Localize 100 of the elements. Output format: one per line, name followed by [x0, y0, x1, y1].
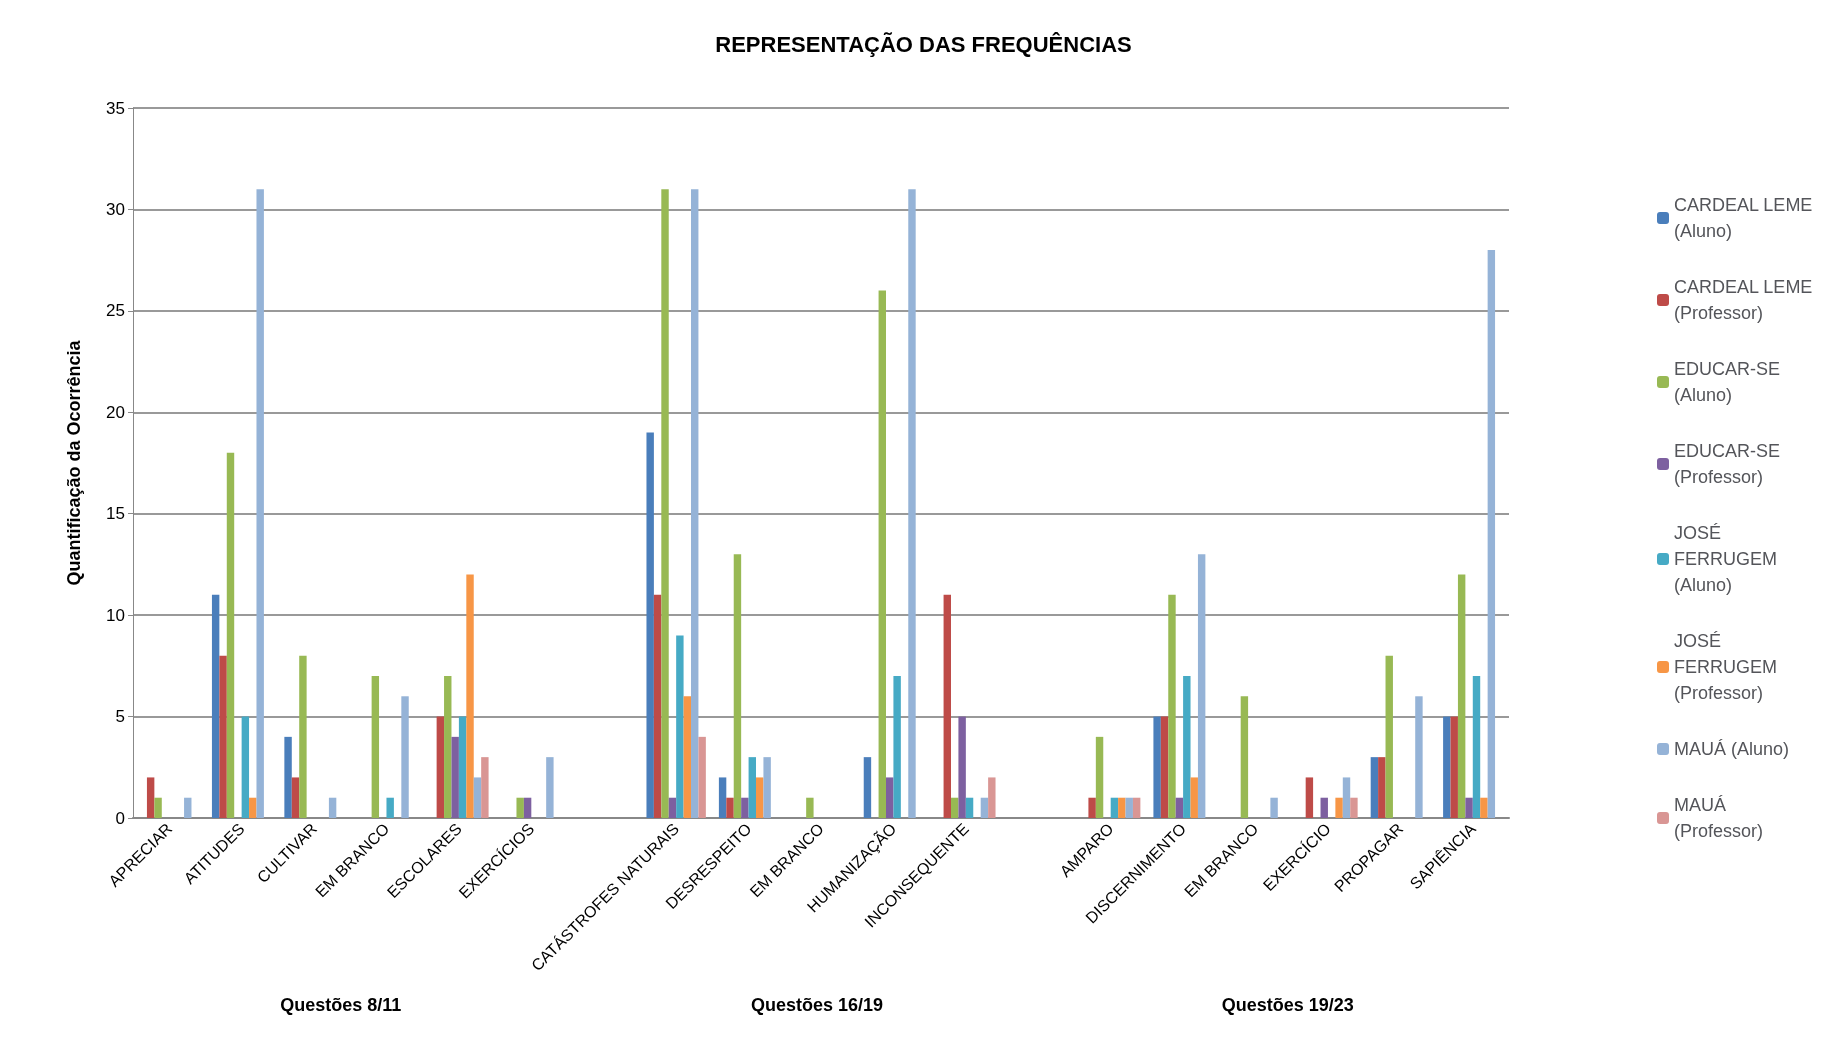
legend-label: EDUCAR-SE (Professor): [1674, 441, 1786, 487]
legend-label: JOSÉ FERRUGEM (Professor): [1674, 631, 1782, 703]
bar: [1342, 777, 1351, 818]
bar: [1450, 716, 1458, 818]
bar: [1168, 594, 1176, 818]
bar: [1088, 797, 1096, 818]
bar: [943, 594, 951, 818]
bar: [249, 797, 257, 818]
bar: [908, 189, 916, 818]
y-axis-title: Quantificação da Ocorrência: [64, 339, 84, 586]
bar: [444, 676, 452, 818]
bar: [1175, 797, 1184, 818]
legend-label: CARDEAL LEME (Professor): [1674, 277, 1818, 323]
bar: [863, 757, 872, 818]
bar: [451, 736, 459, 818]
bar: [661, 189, 669, 818]
bar: [1197, 554, 1206, 818]
bar: [146, 777, 155, 818]
bar: [988, 777, 996, 818]
bar: [698, 736, 706, 818]
y-tick-label: 35: [106, 98, 125, 118]
bar: [1370, 757, 1379, 818]
y-tick-label: 5: [115, 707, 125, 727]
bar: [1350, 797, 1358, 818]
bar: [756, 777, 764, 818]
bar: [1305, 777, 1314, 818]
y-tick-label: 15: [106, 504, 125, 524]
legend-label: EDUCAR-SE (Aluno): [1674, 359, 1786, 405]
bar: [1457, 574, 1466, 818]
bar: [1183, 676, 1191, 818]
bar: [691, 189, 699, 818]
bar: [878, 290, 886, 818]
bar: [1465, 797, 1473, 818]
y-tick-label: 30: [106, 199, 125, 219]
bar: [328, 797, 337, 818]
bar: [726, 797, 734, 818]
bar: [436, 716, 445, 818]
bar: [733, 554, 742, 818]
bar: [886, 777, 894, 818]
bar: [516, 797, 524, 818]
bar: [371, 676, 380, 818]
bar: [211, 594, 220, 818]
bar: [1095, 736, 1104, 818]
bar: [741, 797, 749, 818]
bar: [1118, 797, 1126, 818]
y-tick-label: 20: [106, 402, 125, 422]
bar: [1110, 797, 1119, 818]
bar: [951, 797, 959, 818]
bar: [546, 757, 554, 818]
bar: [748, 757, 756, 818]
bar: [386, 797, 394, 818]
bar: [226, 452, 235, 818]
bar: [1472, 676, 1481, 818]
bar: [481, 757, 489, 818]
legend-label: MAUÁ (Aluno): [1674, 739, 1790, 759]
bar: [1335, 797, 1343, 818]
bar: [1415, 696, 1423, 818]
bar: [184, 797, 192, 818]
legend-label: JOSÉ FERRUGEM (Aluno): [1674, 523, 1782, 595]
y-tick-label: 0: [115, 808, 125, 828]
bar: [1160, 716, 1169, 818]
bar: [154, 797, 162, 818]
bar: [893, 676, 901, 818]
legend-label: CARDEAL LEME (Aluno): [1674, 195, 1818, 241]
bar: [1132, 797, 1141, 818]
bar: [256, 189, 264, 818]
bar: [1378, 757, 1386, 818]
bar: [1320, 797, 1328, 818]
bar: [284, 736, 292, 818]
bar: [653, 594, 662, 818]
bar: [1487, 250, 1496, 818]
bar: [1270, 797, 1278, 818]
bar: [401, 696, 409, 818]
y-tick-label: 25: [106, 301, 125, 321]
text: Questões 19/23: [1221, 995, 1354, 1015]
bar: [1125, 797, 1133, 818]
bar: [219, 655, 227, 818]
bar: [1240, 696, 1249, 818]
bar: [646, 432, 654, 818]
bar: [291, 777, 300, 818]
bar: [473, 777, 482, 818]
bar: [1385, 655, 1393, 818]
bar: [1190, 777, 1198, 818]
bar: [668, 797, 677, 818]
bar: [299, 655, 307, 818]
bar: [980, 797, 989, 818]
bar: [806, 797, 814, 818]
bar: [466, 574, 474, 818]
bar: [1153, 716, 1161, 818]
bar: [676, 635, 684, 818]
y-tick-label: 10: [106, 605, 125, 625]
text: Questões 16/19: [751, 995, 884, 1015]
bar: [1480, 797, 1488, 818]
chart-title: REPRESENTAÇÃO DAS FREQUÊNCIAS: [715, 31, 1132, 57]
bar: [965, 797, 974, 818]
bar: [958, 716, 966, 818]
bar: [763, 757, 771, 818]
legend-label: MAUÁ (Professor): [1674, 795, 1764, 841]
bar: [523, 797, 532, 818]
bar: [241, 716, 250, 818]
